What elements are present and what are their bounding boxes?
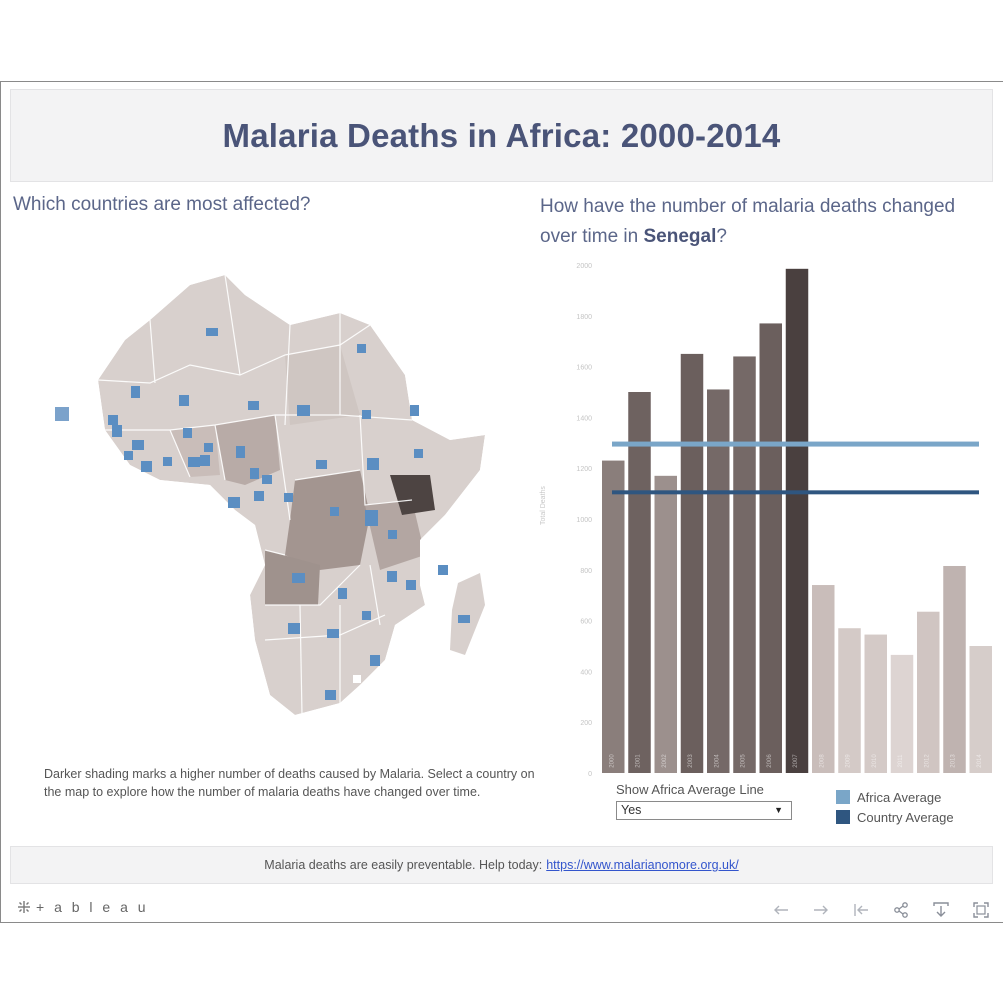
bar-2005[interactable] — [733, 356, 756, 773]
y-tick-label: 0 — [588, 771, 592, 778]
x-tick-label: 2005 — [741, 754, 747, 768]
x-tick-label: 2009 — [846, 754, 852, 768]
africa-map[interactable] — [40, 265, 500, 730]
y-tick-label: 1600 — [576, 365, 592, 372]
y-tick-label: 800 — [580, 568, 592, 575]
tableau-wordmark: + a b l e a u — [36, 899, 149, 915]
bar-2010[interactable] — [864, 634, 888, 773]
dropdown-arrow-icon[interactable]: ▼ — [774, 805, 783, 815]
y-tick-label: 600 — [580, 619, 592, 626]
bar-2002[interactable] — [654, 475, 678, 773]
bar-2012[interactable] — [917, 611, 940, 773]
footer-link[interactable]: https://www.malarianomore.org.uk/ — [546, 858, 739, 872]
bar-2009[interactable] — [838, 628, 861, 773]
chart-legend: Africa Average Country Average — [836, 787, 954, 827]
avg-line-label: Show Africa Average Line — [616, 782, 764, 797]
tableau-logo-icon — [18, 901, 30, 913]
x-tick-label: 2008 — [819, 754, 825, 768]
bar-2011[interactable] — [890, 654, 914, 773]
y-axis-label: Total Deaths — [540, 486, 547, 525]
y-tick-label: 400 — [580, 669, 592, 676]
chart-question-text: How have the number of malaria deaths ch… — [540, 196, 956, 247]
x-tick-label: 2013 — [951, 754, 957, 768]
bar-2001[interactable] — [628, 392, 651, 773]
legend-label: Country Average — [857, 809, 954, 825]
legend-swatch — [836, 810, 850, 824]
dashboard-frame — [0, 81, 1003, 923]
x-tick-label: 2011 — [898, 754, 904, 768]
y-tick-label: 1000 — [576, 517, 592, 524]
country-markers[interactable] — [108, 328, 470, 700]
x-tick-label: 2003 — [688, 754, 694, 768]
bar-2008[interactable] — [812, 585, 835, 773]
legend-swatch — [836, 790, 850, 804]
bar-2014[interactable] — [969, 646, 993, 773]
x-tick-label: 2001 — [636, 754, 642, 768]
y-tick-label: 2000 — [576, 263, 592, 270]
undo-icon[interactable] — [770, 899, 792, 921]
map-question: Which countries are most affected? — [13, 194, 311, 215]
x-tick-label: 2004 — [714, 754, 720, 768]
y-tick-label: 1200 — [576, 466, 592, 473]
map-description: Darker shading marks a higher number of … — [44, 767, 535, 799]
x-tick-label: 2007 — [793, 754, 799, 768]
madagascar-region[interactable] — [450, 573, 485, 655]
avg-line-value: Yes — [621, 803, 642, 817]
africa-average-line — [612, 441, 979, 447]
x-tick-label: 2002 — [662, 754, 668, 768]
legend-label: Africa Average — [857, 789, 942, 805]
country-average-line — [612, 490, 979, 495]
bar-2000[interactable] — [602, 460, 625, 773]
download-icon[interactable] — [930, 899, 952, 921]
y-tick-label: 1800 — [576, 314, 592, 321]
bar-2007[interactable] — [785, 268, 809, 773]
deaths-bar-chart: 0 200 400 600 800 1000 1200 1400 1600 1800 2000 To… — [540, 263, 993, 778]
title-banner: Malaria Deaths in Africa: 2000-2014 — [10, 89, 993, 182]
bar-2004[interactable] — [707, 389, 730, 773]
fullscreen-icon[interactable] — [970, 899, 992, 921]
x-tick-label: 2010 — [872, 754, 878, 768]
page-title: Malaria Deaths in Africa: 2000-2014 — [222, 116, 781, 154]
bar-2013[interactable] — [943, 565, 966, 773]
chart-question: How have the number of malaria deaths ch… — [540, 192, 990, 252]
share-icon[interactable] — [890, 899, 912, 921]
y-tick-label: 1400 — [576, 415, 592, 422]
x-tick-label: 2014 — [977, 754, 983, 768]
bar-2006[interactable] — [759, 323, 783, 773]
revert-icon[interactable] — [850, 899, 872, 921]
footer-banner: Malaria deaths are easily preventable. H… — [10, 846, 993, 884]
chart-question-suffix: ? — [716, 226, 727, 247]
avg-line-dropdown[interactable]: Yes ▼ — [616, 801, 792, 820]
y-tick-label: 200 — [580, 720, 592, 727]
tableau-toolbar: + a b l e a u — [0, 897, 1003, 923]
legend-item[interactable]: Africa Average — [836, 787, 954, 807]
redo-icon[interactable] — [810, 899, 832, 921]
footer-text: Malaria deaths are easily preventable. H… — [264, 858, 543, 872]
x-tick-label: 2000 — [609, 754, 615, 768]
x-tick-label: 2006 — [767, 754, 773, 768]
legend-item[interactable]: Country Average — [836, 807, 954, 827]
selected-country: Senegal — [643, 226, 717, 247]
bar-2003[interactable] — [680, 353, 704, 773]
x-tick-label: 2012 — [924, 754, 930, 768]
tableau-logo[interactable]: + a b l e a u — [16, 899, 149, 915]
